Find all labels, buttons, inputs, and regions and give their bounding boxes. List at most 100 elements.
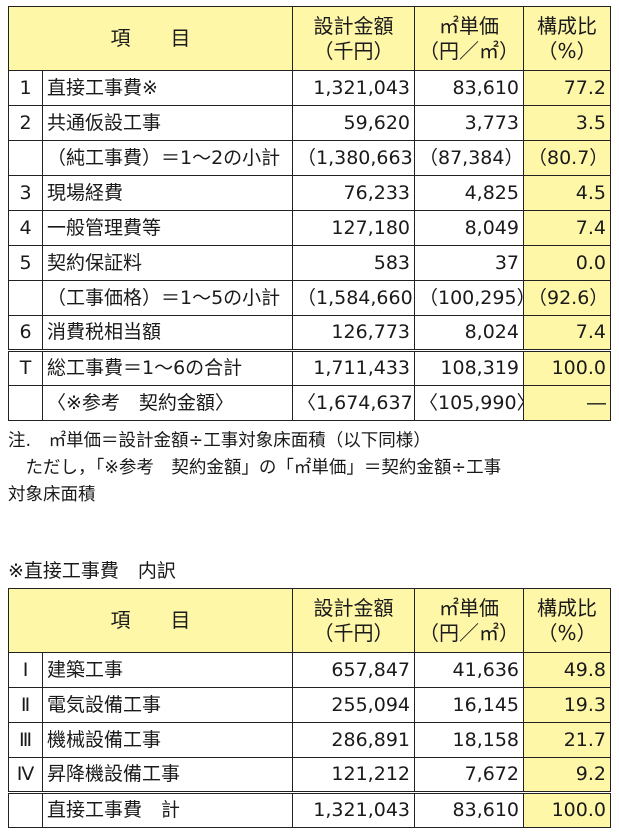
row-unit-price: （87,384） [414, 140, 524, 176]
row-number: 3 [8, 175, 43, 211]
row-ratio: ― [523, 385, 611, 421]
row-number [8, 280, 43, 316]
row-unit-price: 41,636 [414, 652, 524, 688]
row-label: 消費税相当額 [42, 315, 293, 351]
row-unit-price: 7,672 [414, 757, 524, 793]
row-label: 直接工事費 計 [42, 791, 293, 828]
row-ratio: 7.4 [523, 315, 611, 351]
row-label: 建築工事 [42, 652, 293, 688]
subtotal-row: （純工事費）＝1～2の小計 （1,380,663） （87,384） （80.7… [8, 140, 611, 176]
row-label: 契約保証料 [42, 245, 293, 281]
row-number: 2 [8, 105, 43, 141]
row-amount: 1,711,433 [292, 349, 415, 386]
row-number [8, 791, 43, 828]
row-unit-price: 8,049 [414, 210, 524, 246]
table-row: Ⅳ 昇降機設備工事 121,212 7,672 9.2 [8, 757, 611, 793]
row-amount: 583 [292, 245, 415, 281]
reference-row: 〈※参考 契約金額〉 〈1,674,637〉 〈105,990〉 ― [8, 385, 611, 421]
table-row: 6 消費税相当額 126,773 8,024 7.4 [8, 315, 611, 351]
row-unit-price: 4,825 [414, 175, 524, 211]
total-row: 直接工事費 計 1,321,043 83,610 100.0 [8, 791, 611, 828]
row-amount: 1,321,043 [292, 791, 415, 828]
row-ratio: 3.5 [523, 105, 611, 141]
note-line-3: 対象床面積 [8, 485, 96, 505]
row-unit-price: 3,773 [414, 105, 524, 141]
row-unit-price: 83,610 [414, 791, 524, 828]
table-row: Ⅲ 機械設備工事 286,891 18,158 21.7 [8, 722, 611, 758]
row-label: 〈※参考 契約金額〉 [42, 385, 293, 421]
row-number: Ⅱ [8, 687, 43, 723]
row-amount: 1,321,043 [292, 70, 415, 106]
row-unit-price: 〈105,990〉 [414, 385, 524, 421]
row-ratio: 9.2 [523, 757, 611, 793]
row-amount: 127,180 [292, 210, 415, 246]
row-label: （純工事費）＝1～2の小計 [42, 140, 293, 176]
header-unit-price: ㎡単価 （円／㎡） [414, 588, 524, 653]
row-ratio: 100.0 [523, 791, 611, 828]
row-label: 昇降機設備工事 [42, 757, 293, 793]
row-label: （工事価格）＝1～5の小計 [42, 280, 293, 316]
row-amount: 76,233 [292, 175, 415, 211]
row-label: 総工事費＝1～6の合計 [42, 349, 293, 386]
row-amount: 59,620 [292, 105, 415, 141]
row-unit-price: 37 [414, 245, 524, 281]
header-amount: 設計金額 （千円） [292, 6, 415, 71]
header-item: 項 目 [8, 6, 293, 71]
row-ratio: 0.0 [523, 245, 611, 281]
row-ratio: 19.3 [523, 687, 611, 723]
row-number [8, 140, 43, 176]
table-row: 2 共通仮設工事 59,620 3,773 3.5 [8, 105, 611, 141]
row-label: 一般管理費等 [42, 210, 293, 246]
row-ratio: 100.0 [523, 349, 611, 386]
row-unit-price: （100,295） [414, 280, 524, 316]
subtotal-row: （工事価格）＝1～5の小計 （1,584,660） （100,295） （92.… [8, 280, 611, 316]
row-number: Ⅳ [8, 757, 43, 793]
row-number: 1 [8, 70, 43, 106]
row-amount: 255,094 [292, 687, 415, 723]
row-unit-price: 16,145 [414, 687, 524, 723]
row-ratio: 4.5 [523, 175, 611, 211]
table-header-row: 項 目 設計金額 （千円） ㎡単価 （円／㎡） 構成比 （%） [8, 6, 611, 71]
header-unit-price: ㎡単価 （円／㎡） [414, 6, 524, 71]
row-unit-price: 18,158 [414, 722, 524, 758]
header-item: 項 目 [8, 588, 293, 653]
cost-summary-table: 項 目 設計金額 （千円） ㎡単価 （円／㎡） 構成比 （%） 1 直接工事費※ 1,… [8, 6, 611, 421]
row-unit-price: 83,610 [414, 70, 524, 106]
row-unit-price: 8,024 [414, 315, 524, 351]
row-amount: 121,212 [292, 757, 415, 793]
row-number: Ⅰ [8, 652, 43, 688]
row-label: 電気設備工事 [42, 687, 293, 723]
header-ratio: 構成比 （%） [523, 588, 611, 653]
header-amount: 設計金額 （千円） [292, 588, 415, 653]
table-row: Ⅱ 電気設備工事 255,094 16,145 19.3 [8, 687, 611, 723]
row-ratio: （92.6） [523, 280, 611, 316]
row-number [8, 385, 43, 421]
row-amount: （1,380,663） [292, 140, 415, 176]
breakdown-title: ※直接工事費 内訳 [8, 560, 176, 582]
table-row: 4 一般管理費等 127,180 8,049 7.4 [8, 210, 611, 246]
row-amount: 286,891 [292, 722, 415, 758]
row-amount: （1,584,660） [292, 280, 415, 316]
row-number: T [8, 349, 43, 386]
table-row: Ⅰ 建築工事 657,847 41,636 49.8 [8, 652, 611, 688]
row-label: 共通仮設工事 [42, 105, 293, 141]
row-ratio: 21.7 [523, 722, 611, 758]
table-row: 1 直接工事費※ 1,321,043 83,610 77.2 [8, 70, 611, 106]
row-number: 6 [8, 315, 43, 351]
table-row: 3 現場経費 76,233 4,825 4.5 [8, 175, 611, 211]
table-row: 5 契約保証料 583 37 0.0 [8, 245, 611, 281]
row-unit-price: 108,319 [414, 349, 524, 386]
direct-cost-breakdown-table: 項 目 設計金額 （千円） ㎡単価 （円／㎡） 構成比 （%） Ⅰ 建築工事 657,… [8, 588, 611, 828]
row-number: Ⅲ [8, 722, 43, 758]
row-ratio: 77.2 [523, 70, 611, 106]
row-ratio: （80.7） [523, 140, 611, 176]
row-ratio: 49.8 [523, 652, 611, 688]
row-ratio: 7.4 [523, 210, 611, 246]
row-amount: 657,847 [292, 652, 415, 688]
row-label: 現場経費 [42, 175, 293, 211]
row-label: 機械設備工事 [42, 722, 293, 758]
row-amount: 126,773 [292, 315, 415, 351]
row-number: 5 [8, 245, 43, 281]
header-ratio: 構成比 （%） [523, 6, 611, 71]
table-header-row: 項 目 設計金額 （千円） ㎡単価 （円／㎡） 構成比 （%） [8, 588, 611, 653]
